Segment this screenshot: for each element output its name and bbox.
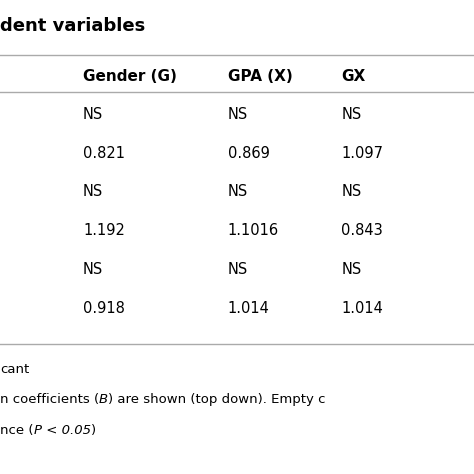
Text: Gender (G): Gender (G): [83, 69, 177, 84]
Text: NS: NS: [341, 262, 362, 277]
Text: NS: NS: [341, 107, 362, 122]
Text: 1.192: 1.192: [83, 223, 125, 238]
Text: 1.1016: 1.1016: [228, 223, 279, 238]
Text: ) are shown (top down). Empty c: ) are shown (top down). Empty c: [108, 393, 326, 406]
Text: nce (: nce (: [0, 424, 34, 437]
Text: NS: NS: [228, 262, 248, 277]
Text: cant: cant: [0, 363, 29, 375]
Text: NS: NS: [83, 107, 103, 122]
Text: NS: NS: [341, 184, 362, 200]
Text: 0.821: 0.821: [83, 146, 125, 161]
Text: NS: NS: [228, 107, 248, 122]
Text: 0.843: 0.843: [341, 223, 383, 238]
Text: 0.869: 0.869: [228, 146, 269, 161]
Text: dent variables: dent variables: [0, 17, 145, 35]
Text: NS: NS: [228, 184, 248, 200]
Text: NS: NS: [83, 262, 103, 277]
Text: GPA (X): GPA (X): [228, 69, 292, 84]
Text: n coefficients (: n coefficients (: [0, 393, 99, 406]
Text: NS: NS: [83, 184, 103, 200]
Text: 1.014: 1.014: [228, 301, 269, 316]
Text: 1.097: 1.097: [341, 146, 383, 161]
Text: ): ): [91, 424, 96, 437]
Text: 1.014: 1.014: [341, 301, 383, 316]
Text: P < 0.05: P < 0.05: [34, 424, 91, 437]
Text: 0.918: 0.918: [83, 301, 125, 316]
Text: GX: GX: [341, 69, 365, 84]
Text: B: B: [99, 393, 108, 406]
